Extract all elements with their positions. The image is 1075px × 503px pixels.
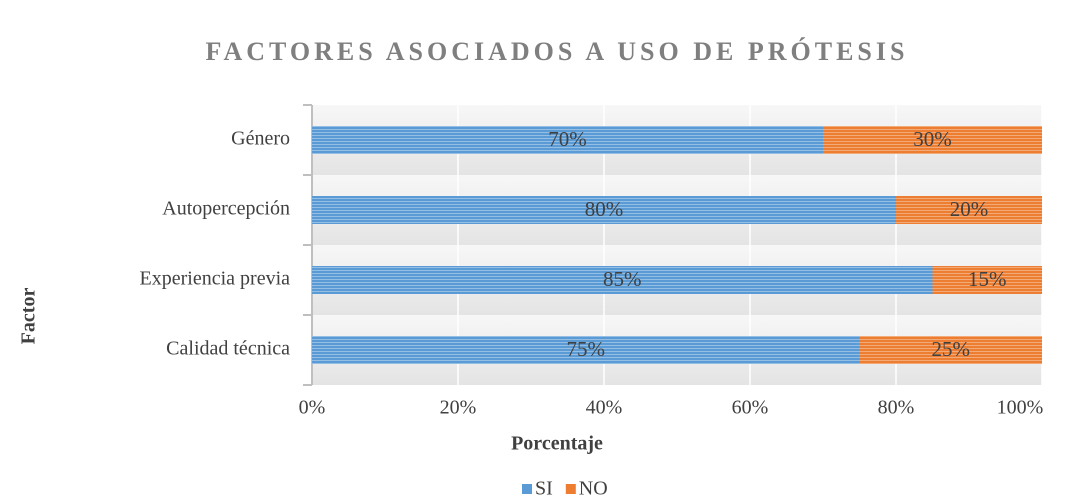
y-tick-label: Calidad técnica [166,338,290,360]
x-tick-label: 80% [878,397,915,419]
bar-texture [859,336,1042,364]
x-tick-label: 40% [586,397,623,419]
data-label: 85% [603,267,642,291]
legend-label: NO [579,478,608,500]
chart-title: FACTORES ASOCIADOS A USO DE PRÓTESIS [206,37,909,66]
data-label: 20% [950,197,989,221]
bar-texture [312,266,933,294]
data-label: 30% [913,127,952,151]
bar-texture [823,126,1042,154]
data-label: 25% [932,337,971,361]
legend-swatch [522,484,532,494]
y-tick-label: Experiencia previa [140,268,291,290]
x-axis-title: Porcentaje [511,433,603,455]
x-tick-label: 60% [732,397,769,419]
data-label: 80% [585,197,624,221]
bar-texture [312,336,860,364]
y-axis-title: Factor [18,288,40,345]
bar-texture [312,196,896,224]
x-tick-label: 20% [440,397,477,419]
bar-texture [896,196,1042,224]
x-tick-label: 0% [299,397,326,419]
data-label: 75% [567,337,606,361]
y-tick-label: Autopercepción [162,198,290,220]
data-label: 70% [548,127,587,151]
legend-swatch [565,484,576,494]
legend-label: SI [535,478,553,500]
bar-texture [932,266,1042,294]
bar-texture [312,126,823,154]
y-tick-label: Género [231,128,290,150]
x-tick-label: 100% [997,397,1044,419]
data-label: 15% [968,267,1007,291]
